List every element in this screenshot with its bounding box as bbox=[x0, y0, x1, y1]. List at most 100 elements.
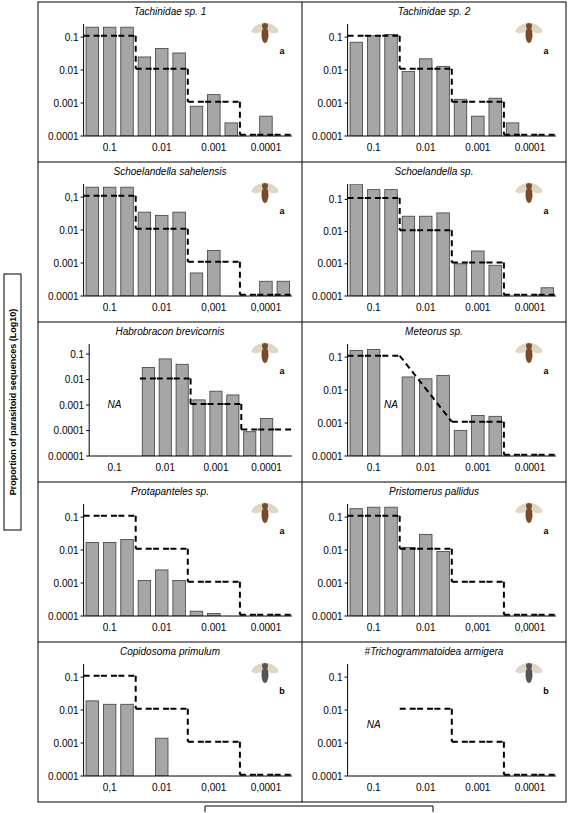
step-connector bbox=[239, 742, 241, 775]
photo-label: a bbox=[279, 366, 285, 376]
step-connector bbox=[190, 379, 192, 404]
x-tick-label: 0.0001 bbox=[251, 462, 282, 473]
y-tick-label: 0.0001 bbox=[312, 611, 343, 622]
step-connector bbox=[503, 102, 505, 135]
expected-line-step bbox=[140, 378, 157, 380]
expected-line-step bbox=[153, 548, 170, 550]
expected-line-step bbox=[257, 774, 274, 776]
expected-line-step bbox=[539, 134, 556, 136]
x-axis bbox=[84, 616, 292, 617]
y-tick-label: 0.0001 bbox=[48, 771, 79, 782]
panel-title: Habrobracon brevicornis bbox=[116, 326, 225, 337]
bar bbox=[210, 391, 222, 456]
bar bbox=[138, 580, 151, 616]
expected-line-step bbox=[469, 741, 486, 743]
bar bbox=[454, 264, 467, 296]
y-tick-label: 0.01 bbox=[323, 385, 343, 396]
expected-line-step bbox=[170, 548, 187, 550]
panel: #Trichogrammatoidea armigera0.10.010.001… bbox=[312, 646, 556, 793]
expected-line-step bbox=[382, 355, 399, 357]
expected-line-step bbox=[348, 515, 365, 517]
y-tick-label: 0.0001 bbox=[312, 291, 343, 302]
x-axis bbox=[348, 776, 556, 777]
panel: Schoelandella sahelensis0,10.010.0010.00… bbox=[48, 166, 292, 313]
bar bbox=[103, 27, 116, 136]
bar bbox=[402, 216, 415, 296]
insect-body bbox=[526, 187, 533, 203]
expected-line-step bbox=[487, 261, 504, 263]
y-tick-label: 0.0001 bbox=[54, 425, 85, 436]
expected-line-step bbox=[240, 614, 257, 616]
bar bbox=[350, 184, 363, 296]
x-tick-label: 0.01 bbox=[416, 782, 436, 793]
y-tick-label: 0.0001 bbox=[312, 131, 343, 142]
expected-line-step bbox=[153, 228, 170, 230]
bar bbox=[86, 542, 99, 616]
photo-label: a bbox=[543, 526, 549, 536]
bar bbox=[86, 27, 99, 136]
x-tick-label: 0.0001 bbox=[515, 302, 546, 313]
photo-label: a bbox=[279, 206, 285, 216]
y-axis bbox=[347, 344, 348, 456]
insect-icon bbox=[250, 181, 280, 203]
y-tick-label: 0,1 bbox=[65, 192, 79, 203]
x-tick-label: 0,0001 bbox=[251, 782, 282, 793]
expected-line-step bbox=[487, 421, 504, 423]
y-tick-label: 0.01 bbox=[59, 225, 79, 236]
expected-line-step bbox=[417, 708, 434, 710]
y-tick-label: 0.1 bbox=[329, 194, 343, 205]
expected-line-step bbox=[275, 614, 292, 616]
step-connector bbox=[451, 69, 453, 102]
bar bbox=[121, 704, 134, 776]
x-tick-label: 0.1 bbox=[367, 302, 381, 313]
y-tick-label: 0.1 bbox=[65, 672, 79, 683]
panel: Pristomerus pallidus0.10.010.0010.00010.… bbox=[312, 486, 556, 633]
bar bbox=[155, 738, 168, 776]
insect-head bbox=[526, 503, 532, 509]
x-tick-label: 0.1 bbox=[367, 142, 381, 153]
x-tick-label: 0.0001 bbox=[251, 622, 282, 633]
y-tick-label: 0.001 bbox=[318, 258, 343, 269]
expected-line-step bbox=[434, 548, 451, 550]
insect-icon bbox=[514, 341, 544, 363]
expected-line-step bbox=[240, 774, 257, 776]
expected-line-step bbox=[257, 614, 274, 616]
annotation: NA bbox=[108, 399, 122, 410]
y-tick-label: 0.1 bbox=[65, 512, 79, 523]
photo-label: a bbox=[543, 46, 549, 56]
expected-line-step bbox=[257, 134, 274, 136]
annotation: NA bbox=[367, 719, 381, 730]
x-tick-label: 0.1 bbox=[367, 622, 381, 633]
y-tick-label: 0.001 bbox=[318, 738, 343, 749]
x-tick-label: 0.01 bbox=[152, 302, 172, 313]
expected-line-step bbox=[434, 229, 451, 231]
expected-line-step bbox=[434, 68, 451, 70]
y-tick-label: 0.00001 bbox=[48, 451, 85, 462]
photo-label: b bbox=[543, 686, 549, 696]
x-tick-label: 0.01 bbox=[416, 622, 436, 633]
expected-line-step bbox=[170, 228, 187, 230]
x-tick-label: 0,1 bbox=[103, 782, 117, 793]
y-tick-label: 0.1 bbox=[329, 32, 343, 43]
bar bbox=[193, 400, 205, 456]
x-tick-label: 0.1 bbox=[367, 782, 381, 793]
x-axis bbox=[84, 776, 292, 777]
y-tick-label: 0.001 bbox=[54, 258, 79, 269]
expected-line-step bbox=[434, 708, 451, 710]
insect-head bbox=[526, 343, 532, 349]
y-axis bbox=[347, 184, 348, 296]
expected-line-step bbox=[365, 35, 382, 37]
panel-title: Schoelandella sp. bbox=[395, 166, 474, 177]
x-tick-label: 0.1 bbox=[108, 462, 122, 473]
expected-line-step bbox=[84, 195, 101, 197]
x-tick-label: 0.01 bbox=[152, 782, 172, 793]
step-connector bbox=[503, 582, 505, 615]
bar bbox=[86, 187, 99, 296]
insect-head bbox=[262, 183, 268, 189]
panel: Habrobracon brevicornis0.10.010.0010.000… bbox=[48, 326, 292, 473]
x-tick-label: 0.001 bbox=[201, 622, 226, 633]
expected-line-step bbox=[275, 294, 292, 296]
insect-body bbox=[262, 347, 269, 363]
x-axis bbox=[348, 616, 556, 617]
photo-label: a bbox=[279, 46, 285, 56]
